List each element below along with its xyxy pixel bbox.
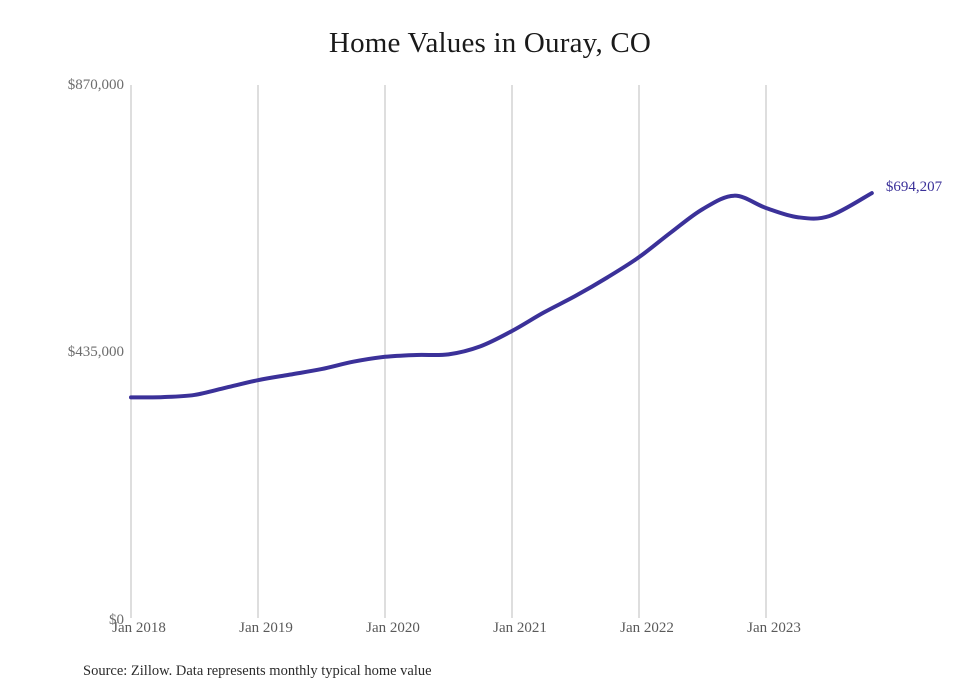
y-axis-tick-zero: $0: [109, 612, 124, 628]
x-axis-tick-label: Jan 2020: [366, 620, 420, 636]
x-axis-tick-label: Jan 2019: [239, 620, 293, 636]
x-axis-tick-label: Jan 2022: [620, 620, 674, 636]
x-axis-tick-label: Jan 2023: [747, 620, 801, 636]
series-end-value-label: $694,207: [885, 179, 943, 196]
x-axis-tick-label: Jan 2018: [112, 620, 166, 636]
chart-title: Home Values in Ouray, CO: [328, 27, 652, 59]
gridline-group: [130, 85, 767, 618]
series-line-typical-home-value: [129, 191, 874, 400]
source-note: Source: Zillow. Data represents monthly …: [83, 663, 432, 679]
y-axis-tick-middle: $435,000: [67, 344, 124, 360]
x-axis-tick-label: Jan 2021: [493, 620, 547, 636]
y-axis-tick-top: $870,000: [67, 77, 124, 93]
